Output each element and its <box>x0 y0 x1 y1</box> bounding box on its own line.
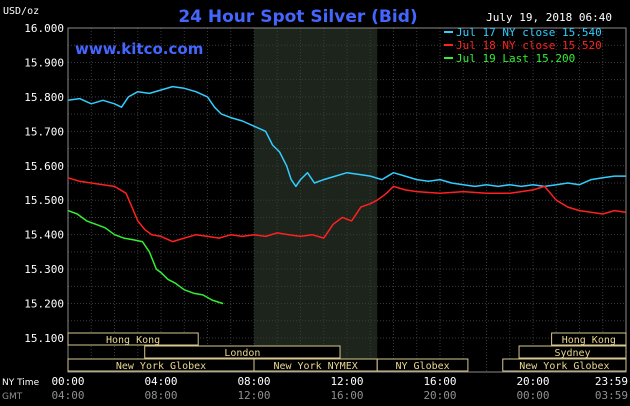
x-tick-label: 16:00 <box>423 375 456 388</box>
x-tick-label: 20:00 <box>516 375 549 388</box>
series-line-3 <box>67 209 224 305</box>
y-tick-label: 16.000 <box>24 22 64 35</box>
x-tick-label: 04:00 <box>51 389 84 402</box>
plot-frame <box>67 27 627 373</box>
session-label: Hong Kong <box>562 335 616 346</box>
x-tick-label: 00:00 <box>51 375 84 388</box>
session-label: New York NYMEX <box>273 361 357 372</box>
series-lines <box>67 85 626 305</box>
session-box <box>376 358 469 372</box>
y-tick-label: 15.200 <box>24 298 64 311</box>
x-tick-label: 08:00 <box>144 389 177 402</box>
chart-title: 24 Hour Spot Silver (Bid) <box>178 7 417 27</box>
session-box <box>144 345 341 359</box>
session-label: London <box>224 348 260 359</box>
x-tick-label: 00:00 <box>516 389 549 402</box>
legend-entry: Jul 17 NY close 15.540 <box>456 26 602 39</box>
x-tick-label: 16:00 <box>330 389 363 402</box>
session-box <box>551 332 627 346</box>
session-label: Sydney <box>554 348 590 359</box>
y-tick-label: 15.700 <box>24 125 64 138</box>
y-tick-label: 15.800 <box>24 91 64 104</box>
x-tick-label: 23:59 <box>595 375 628 388</box>
x-axis-row-label: NY Time <box>2 378 40 388</box>
session-label: New York Globex <box>116 361 206 372</box>
session-box <box>67 332 199 346</box>
session-box <box>518 345 627 359</box>
chart-timestamp: July 19, 2018 06:40 <box>486 11 612 24</box>
x-tick-label: 12:00 <box>237 389 270 402</box>
axes: 15.100 15.200 15.300 15.400 15.500 15.600 15.7… <box>2 22 628 402</box>
session-box <box>502 358 627 372</box>
y-tick-label: 15.900 <box>24 56 64 69</box>
legend-entry: Jul 18 NY close 15.520 <box>456 39 602 52</box>
series-line-2 <box>67 177 626 243</box>
series-line-1 <box>67 85 626 188</box>
x-tick-label: 20:00 <box>423 389 456 402</box>
x-tick-label: 03:59 <box>595 389 628 402</box>
session-label: Hong Kong <box>106 335 160 346</box>
y-tick-label: 15.300 <box>24 263 64 276</box>
legend-entry: Jul 19 Last 15.200 <box>456 52 575 65</box>
trading-sessions: Hong Kong Hong Kong London Sydney New York G… <box>67 332 627 372</box>
y-tick-label: 15.500 <box>24 194 64 207</box>
y-axis-label: USD/oz <box>3 6 39 17</box>
x-tick-label: 08:00 <box>237 375 270 388</box>
x-tick-label: 04:00 <box>144 375 177 388</box>
session-label: NY Globex <box>395 361 449 372</box>
y-tick-label: 15.100 <box>24 332 64 345</box>
kitco-website-label: www.kitco.com <box>75 40 203 58</box>
y-tick-label: 15.600 <box>24 160 64 173</box>
x-axis-row-label: GMT <box>2 392 23 402</box>
session-label: New York Globex <box>519 361 609 372</box>
x-tick-label: 12:00 <box>330 375 363 388</box>
y-tick-label: 15.400 <box>24 229 64 242</box>
